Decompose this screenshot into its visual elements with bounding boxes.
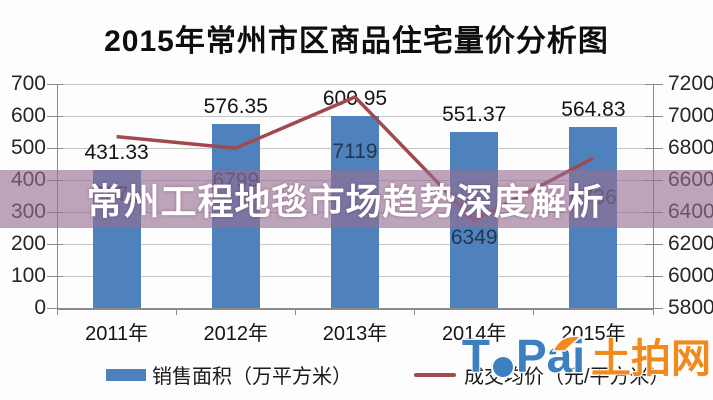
right-axis-tick-label: 6800 (668, 136, 713, 159)
x-axis-category-label: 2012年 (203, 323, 269, 345)
right-axis-tick (645, 307, 663, 309)
right-axis-tick-label: 7000 (668, 104, 713, 127)
legend-bar-swatch-icon (106, 368, 146, 381)
right-axis-tick (645, 83, 663, 85)
left-axis-tick-label: 0 (34, 296, 46, 319)
left-axis-tick (47, 147, 63, 149)
left-axis-tick (47, 115, 63, 117)
x-axis-tick (175, 308, 177, 315)
right-axis-tick-label: 6000 (668, 264, 713, 287)
right-axis-tick-label: 5800 (668, 296, 713, 319)
legend-bar-label: 销售面积（万平方米） (152, 366, 352, 388)
left-axis-tick-label: 600 (10, 104, 46, 127)
chart-title: 2015年常州市区商品住宅量价分析图 (104, 25, 609, 58)
logo-letter-t: T (461, 330, 490, 382)
price-value-label: 7119 (332, 140, 378, 163)
legend-line-label: 成交均价（元/平方米） (464, 366, 670, 388)
left-axis-tick (47, 275, 63, 277)
left-axis-tick (47, 83, 63, 85)
left-axis-tick-label: 100 (10, 264, 46, 287)
logo-site-name: 土拍网 (591, 337, 711, 381)
x-axis-category-label: 2014年 (441, 323, 507, 345)
right-axis-tick (645, 147, 663, 149)
x-axis-tick (294, 308, 296, 315)
right-axis-tick (645, 275, 663, 277)
topai-watermark-logo: T Pai 土拍网 (462, 333, 713, 379)
right-axis-tick (645, 115, 663, 117)
chart-legend: 销售面积（万平方米） 成交均价（元/平方米） (106, 360, 670, 389)
left-axis-tick (47, 243, 63, 245)
price-value-label: 6349 (450, 226, 498, 249)
x-axis-tick (414, 308, 416, 315)
right-axis-tick-label: 7200 (668, 72, 713, 95)
right-axis-tick-label: 6200 (668, 232, 713, 255)
bar-value-label: 564.83 (561, 98, 626, 122)
right-axis-tick (645, 243, 663, 245)
left-axis-tick-label: 500 (10, 136, 46, 159)
gridline (57, 84, 653, 85)
left-axis-tick-label: 200 (10, 232, 46, 255)
x-axis-tick (652, 308, 654, 315)
x-axis-tick (56, 308, 58, 315)
legend-line-swatch-icon (414, 372, 456, 377)
x-axis-category-label: 2013年 (322, 323, 388, 345)
bar-value-label: 551.37 (442, 102, 507, 126)
x-axis-tick (533, 308, 535, 315)
bar-value-label: 431.33 (84, 140, 149, 164)
bar-value-label: 576.35 (203, 94, 268, 118)
x-axis-category-label: 2011年 (85, 323, 149, 345)
left-axis-tick (47, 307, 63, 309)
topai-logo-dot-icon (490, 355, 515, 379)
overlay-banner: 常州工程地毯市场趋势深度解析 (0, 170, 713, 228)
x-axis-line (57, 308, 654, 310)
left-axis-tick-label: 700 (10, 72, 46, 95)
overlay-banner-text: 常州工程地毯市场趋势深度解析 (86, 181, 605, 222)
logo-swoosh-icon (551, 335, 583, 352)
